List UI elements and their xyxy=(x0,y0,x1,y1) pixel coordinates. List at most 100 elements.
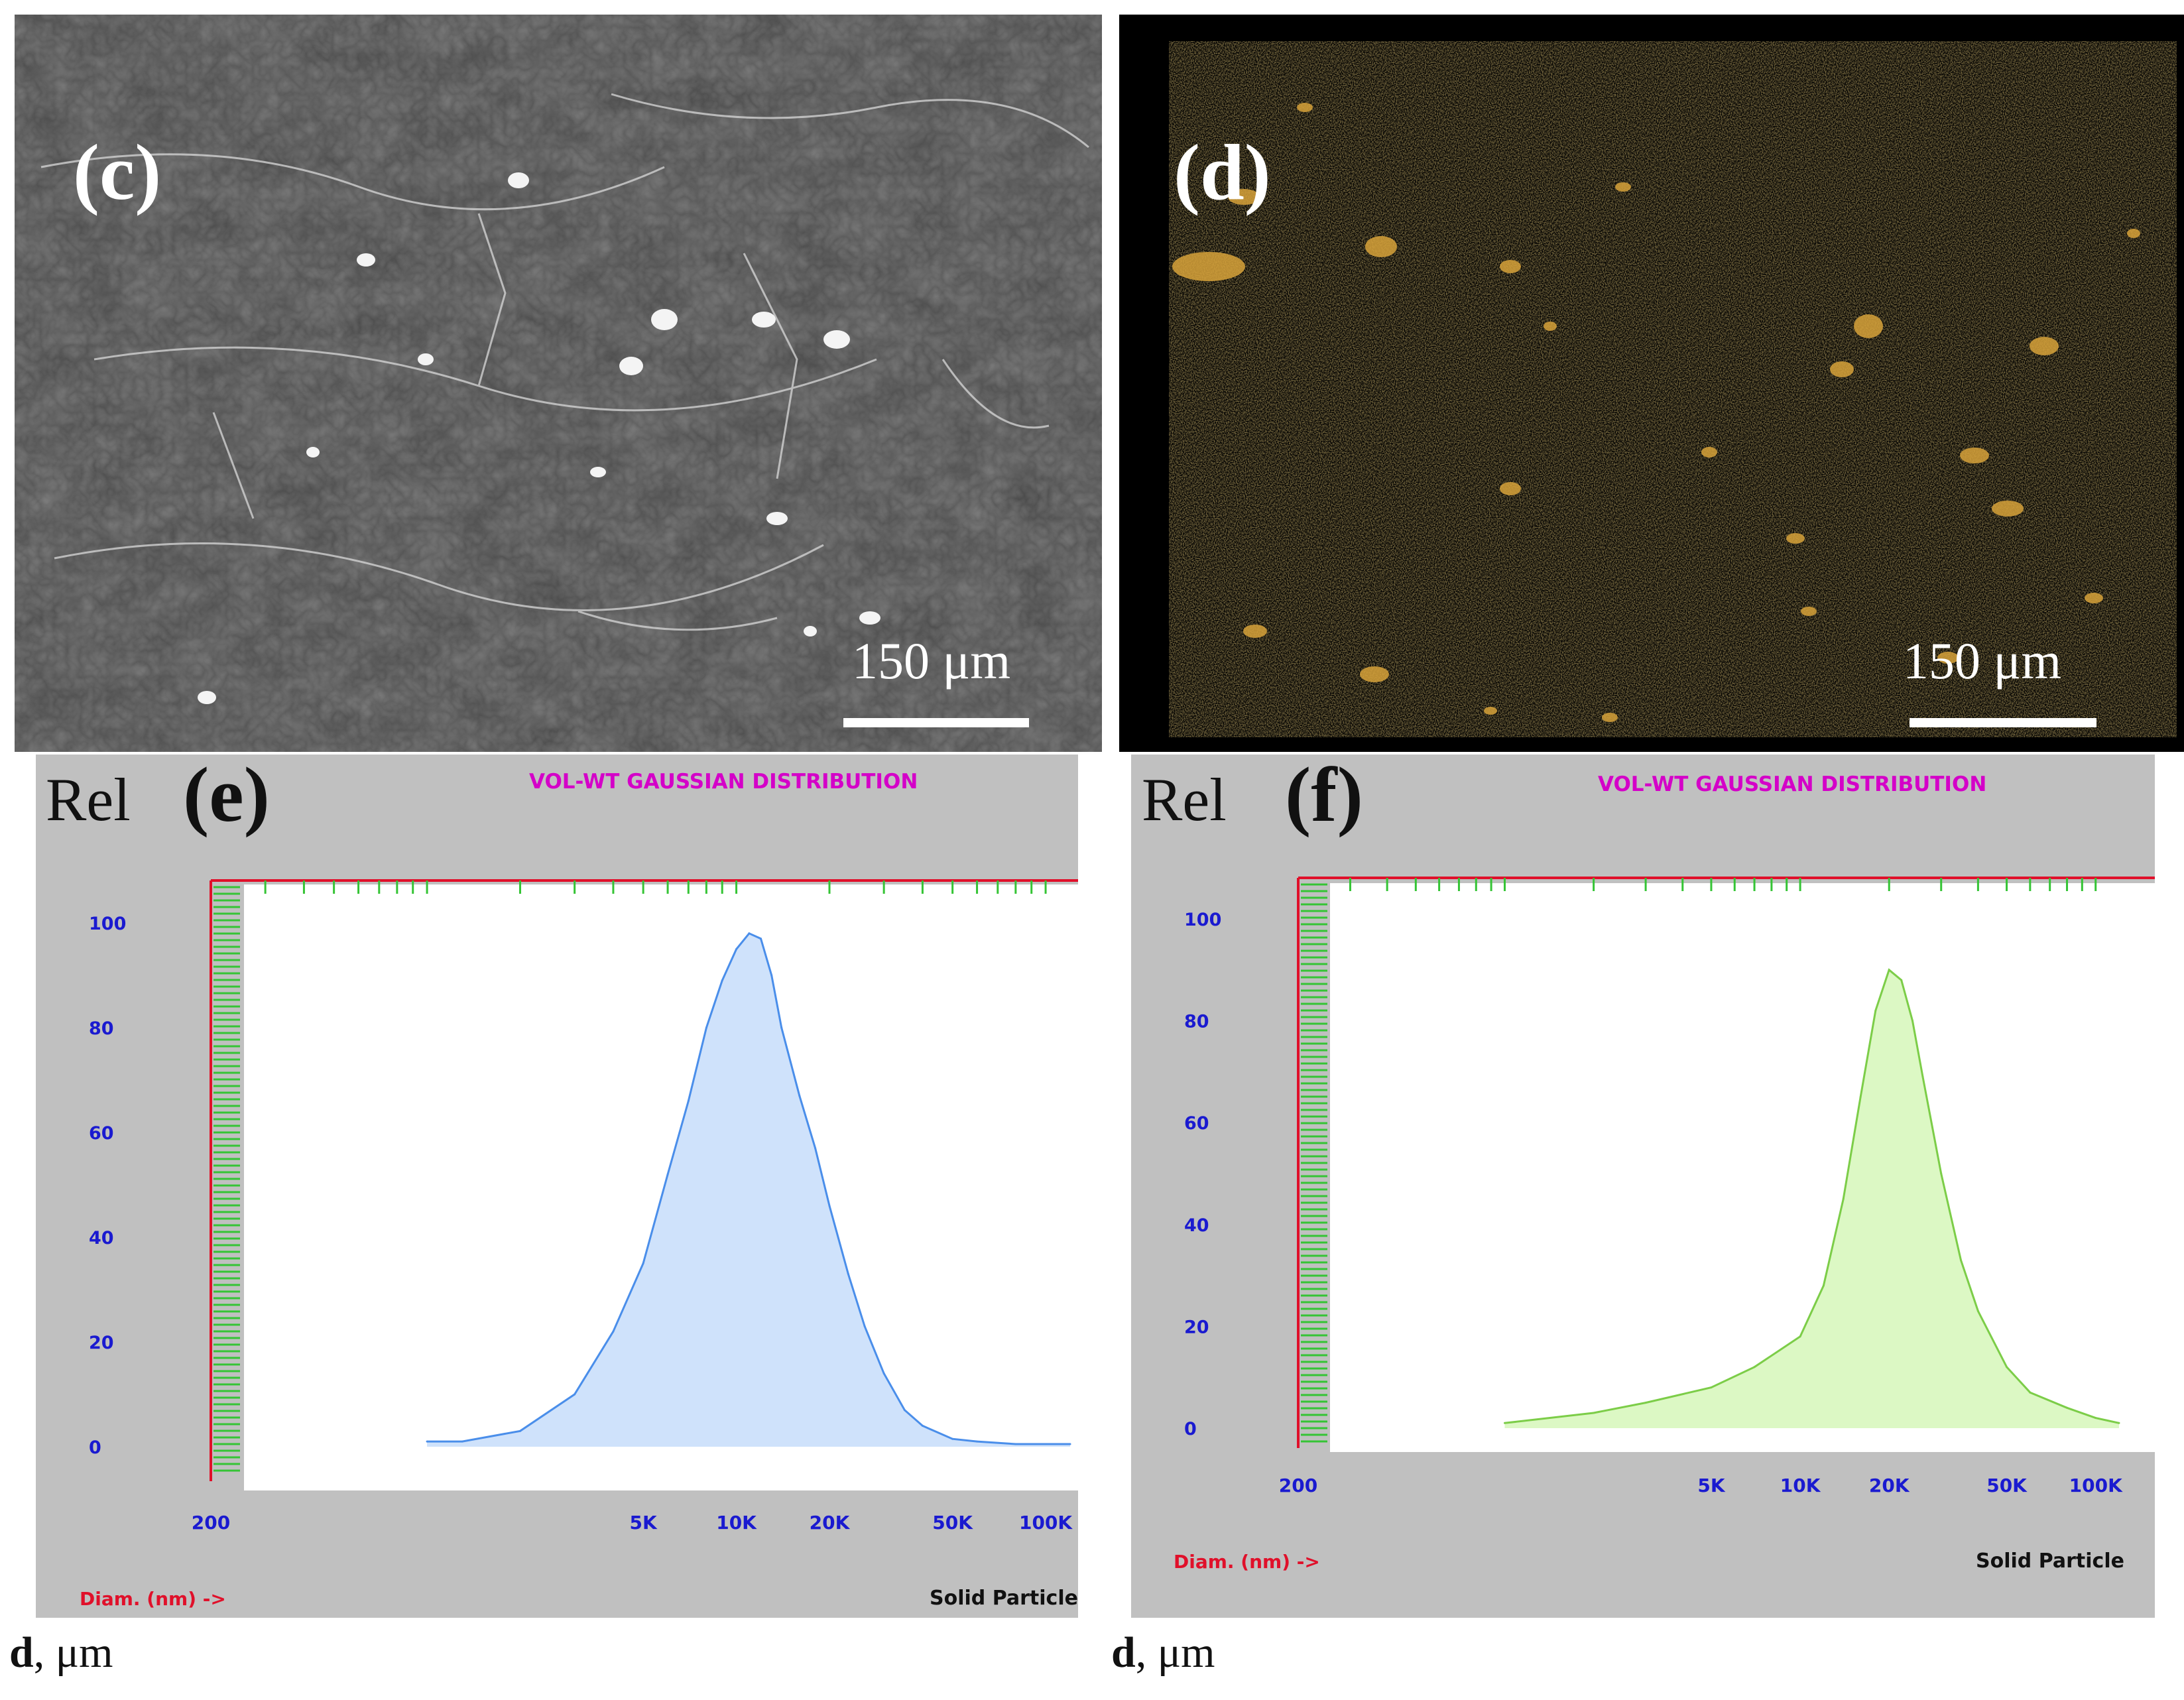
data-point xyxy=(1921,1075,1924,1078)
scale-label-d: 150 μm xyxy=(1903,632,2061,690)
data-point xyxy=(770,974,773,977)
panel-letter-d: (d) xyxy=(1174,128,1271,216)
data-point xyxy=(976,1440,979,1443)
data-point xyxy=(1960,1259,1962,1262)
eds-map-d xyxy=(1119,15,2184,752)
data-point xyxy=(2006,1366,2008,1368)
chart-panel-f: 0 20 40 60 80 100 200 5K 10K 20K 50K 100K Rel (f) V… xyxy=(1131,755,2155,1618)
data-point xyxy=(828,1205,831,1207)
plot-background xyxy=(1330,883,2155,1452)
rel-label-f: Rel xyxy=(1142,766,1227,833)
distribution-line xyxy=(427,932,1070,1445)
y-tick-label: 80 xyxy=(89,1018,114,1039)
chart-panel-e: 0 20 40 60 80 100 200 5K 10K 20K 50K 100K Rel (e) V… xyxy=(36,755,1078,1618)
y-tick-label: 20 xyxy=(89,1333,114,1353)
y-tick-label: 60 xyxy=(1184,1113,1209,1134)
solid-label-f: Solid Particle xyxy=(1976,1549,2124,1573)
y-tick-label: 20 xyxy=(1184,1317,1209,1337)
axis-unit-e: , μm xyxy=(33,1628,113,1677)
x-top-ticks xyxy=(264,880,1047,894)
scale-bar-d xyxy=(1910,718,2096,727)
data-point xyxy=(951,1437,954,1440)
axis-symbol-e: d xyxy=(9,1628,34,1677)
data-point xyxy=(1593,1412,1595,1414)
data-point xyxy=(426,1440,428,1443)
data-point xyxy=(2094,1417,2097,1420)
data-point xyxy=(1044,1443,1047,1445)
data-point xyxy=(705,1026,707,1029)
chart-svg-e: 0 20 40 60 80 100 200 5K 10K 20K 50K 100K xyxy=(89,879,1078,1534)
data-point xyxy=(1504,1422,1506,1424)
chart-title-e: VOL-WT GAUSSIAN DISTRIBUTION xyxy=(529,770,918,794)
axis-symbol-f: d xyxy=(1111,1628,1136,1677)
panel-letter-c: (c) xyxy=(73,128,162,216)
data-point xyxy=(780,1026,783,1029)
data-point xyxy=(574,1393,576,1396)
chart-letter-e: (e) xyxy=(183,751,270,838)
data-point xyxy=(1014,1443,1017,1445)
y-tick-label: 0 xyxy=(1184,1419,1197,1439)
sem-micrograph-c xyxy=(15,15,1102,752)
chart-title-f: VOL-WT GAUSSIAN DISTRIBUTION xyxy=(1598,772,1987,796)
y-tick-label: 60 xyxy=(89,1123,114,1144)
chart-letter-f: (f) xyxy=(1285,751,1363,838)
rel-label-e: Rel xyxy=(46,766,131,833)
data-point xyxy=(2066,1406,2068,1409)
y-tick-label: 80 xyxy=(1184,1012,1209,1032)
y-tick-label: 100 xyxy=(89,914,126,934)
axis-unit-label-f: d, μm xyxy=(1111,1631,1215,1675)
data-point xyxy=(748,932,751,935)
x-tick-label: 20K xyxy=(810,1512,851,1534)
x-tick-label: 10K xyxy=(716,1512,757,1534)
data-point xyxy=(814,1147,817,1150)
data-point xyxy=(1900,979,1903,981)
y-tick-label: 0 xyxy=(89,1437,101,1458)
data-point xyxy=(2118,1422,2120,1424)
x-tick-label: 5K xyxy=(1697,1475,1725,1496)
data-point xyxy=(1842,1197,1845,1200)
data-point xyxy=(1799,1335,1801,1338)
data-point xyxy=(863,1325,866,1327)
data-point xyxy=(666,1173,669,1176)
data-point xyxy=(1976,1309,1979,1312)
y-minor-ticks xyxy=(1301,883,1327,1443)
scale-label-c: 150 μm xyxy=(852,632,1010,690)
y-tick-label: 40 xyxy=(1184,1215,1209,1236)
data-point xyxy=(882,1372,885,1374)
data-point xyxy=(1753,1366,1756,1368)
data-point xyxy=(1874,1009,1877,1012)
data-point xyxy=(1911,1020,1913,1022)
data-point xyxy=(642,1262,644,1264)
y-tick-label: 100 xyxy=(1184,910,1221,930)
distribution-area xyxy=(427,933,1070,1447)
solid-label-e: Solid Particle xyxy=(930,1587,1078,1610)
data-point xyxy=(1644,1402,1647,1404)
plot-area-f: 0 20 40 60 80 100 200 5K 10K 20K 50K 100K xyxy=(1184,877,2155,1496)
x-tick-label: 50K xyxy=(1986,1475,2028,1496)
data-point xyxy=(1859,1096,1862,1099)
data-point xyxy=(798,1095,801,1097)
x-tick-label: 200 xyxy=(1279,1475,1317,1496)
data-point xyxy=(1940,1172,1943,1175)
scale-bar-c xyxy=(843,718,1029,727)
data-point xyxy=(921,1424,924,1427)
data-point xyxy=(1822,1284,1825,1287)
x-tick-label: 200 xyxy=(192,1512,230,1534)
y-tick-label: 40 xyxy=(89,1228,114,1248)
plot-area-e: 0 20 40 60 80 100 200 5K 10K 20K 50K 100K xyxy=(89,879,1078,1534)
distribution-line xyxy=(1504,968,2120,1424)
x-tick-label: 50K xyxy=(932,1512,973,1534)
data-point xyxy=(461,1440,463,1443)
data-point xyxy=(1888,969,1890,971)
data-point xyxy=(2029,1391,2032,1394)
chart-svg-f: 0 20 40 60 80 100 200 5K 10K 20K 50K 100K xyxy=(1184,877,2155,1496)
data-point xyxy=(1069,1443,1071,1445)
diam-label-e: Diam. (nm) -> xyxy=(80,1588,226,1610)
x-top-ticks xyxy=(1349,878,2097,891)
data-point xyxy=(687,1100,690,1103)
data-point xyxy=(721,979,723,982)
diam-label-f: Diam. (nm) -> xyxy=(1174,1551,1320,1573)
data-point xyxy=(735,948,738,950)
x-tick-label: 100K xyxy=(2069,1475,2123,1496)
distribution-area xyxy=(1504,969,2119,1428)
